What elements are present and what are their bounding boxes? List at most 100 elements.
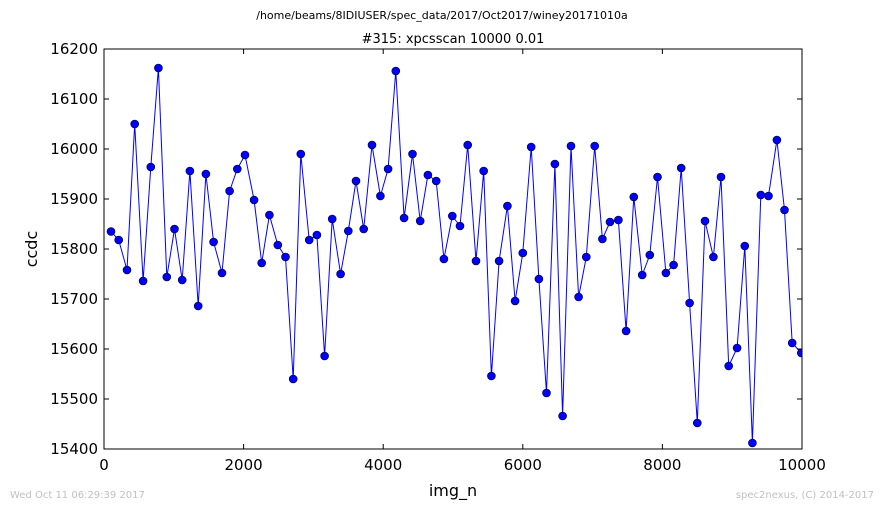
- data-point: [558, 411, 567, 421]
- data-point: [439, 254, 449, 264]
- data-point: [431, 176, 441, 186]
- data-point: [343, 226, 353, 236]
- x-tick-label: 0: [99, 456, 109, 474]
- series-line: [110, 67, 802, 444]
- data-point: [288, 374, 298, 384]
- data-point: [265, 210, 274, 220]
- data-point: [217, 268, 227, 278]
- y-tick-label: 15800: [50, 240, 98, 258]
- x-tick-label: 4000: [364, 456, 402, 474]
- data-point: [709, 252, 718, 262]
- data-point: [756, 190, 766, 200]
- data-point: [629, 192, 639, 202]
- y-tick-label: 15700: [50, 290, 98, 308]
- data-point: [327, 214, 337, 224]
- data-point: [605, 217, 615, 227]
- data-point: [154, 63, 163, 73]
- data-point: [645, 250, 655, 260]
- data-point: [391, 66, 401, 76]
- data-point: [748, 438, 757, 448]
- data-point: [526, 142, 536, 152]
- data-point: [209, 237, 218, 247]
- y-tick-label: 15600: [50, 340, 98, 358]
- data-point: [359, 224, 369, 234]
- data-point: [534, 274, 544, 284]
- data-point: [249, 195, 259, 205]
- y-tick-label: 16000: [50, 140, 98, 158]
- data-point: [780, 205, 789, 215]
- data-point: [685, 298, 694, 308]
- data-point: [336, 269, 345, 279]
- data-point: [518, 248, 528, 258]
- data-point: [503, 201, 512, 211]
- y-tick-label: 16100: [50, 90, 98, 108]
- data-point: [797, 348, 802, 358]
- data-point: [676, 163, 686, 173]
- data-point: [304, 235, 314, 245]
- axes-frame: [103, 48, 803, 450]
- data-point: [614, 215, 623, 225]
- chart-title: #315: xpcsscan 10000 0.01: [362, 32, 545, 47]
- data-point: [455, 221, 465, 231]
- data-point: [240, 150, 250, 160]
- data-point: [320, 351, 329, 361]
- data-point: [732, 343, 742, 353]
- data-point: [351, 176, 361, 186]
- x-tick-label: 8000: [643, 456, 681, 474]
- data-point: [201, 169, 211, 179]
- data-point: [598, 234, 607, 244]
- data-point: [114, 235, 123, 245]
- data-point: [653, 172, 662, 182]
- data-point: [510, 296, 520, 306]
- data-point: [312, 230, 322, 240]
- data-point: [463, 140, 473, 150]
- data-point: [257, 258, 267, 268]
- data-point: [700, 216, 710, 226]
- data-point: [399, 213, 409, 223]
- data-point: [772, 135, 782, 145]
- y-tick-label: 16200: [50, 40, 98, 58]
- data-point: [130, 119, 139, 129]
- data-point: [122, 265, 132, 275]
- x-tick-label: 6000: [504, 456, 542, 474]
- data-point: [637, 270, 647, 280]
- data-point: [296, 149, 306, 159]
- data-point: [787, 338, 797, 348]
- data-point: [233, 164, 242, 174]
- footer-credit: spec2nexus, (C) 2014-2017: [736, 490, 874, 501]
- data-point: [621, 326, 631, 336]
- data-point: [273, 240, 283, 250]
- data-point: [566, 141, 576, 151]
- data-point: [716, 172, 726, 182]
- data-point: [185, 166, 195, 176]
- data-point: [106, 227, 116, 236]
- data-point: [146, 162, 156, 172]
- data-point: [225, 186, 234, 196]
- data-point: [170, 224, 179, 234]
- data-point: [415, 216, 425, 226]
- data-point: [376, 191, 385, 201]
- data-point: [550, 159, 560, 169]
- data-point: [724, 361, 734, 371]
- data-point: [692, 418, 702, 428]
- x-axis-label: img_n: [429, 481, 477, 501]
- data-point: [177, 275, 187, 285]
- y-tick-label: 15500: [50, 390, 98, 408]
- data-point: [764, 191, 773, 201]
- data-point: [542, 388, 551, 398]
- data-point: [193, 301, 203, 311]
- footer-timestamp: Wed Oct 11 06:29:39 2017: [10, 490, 145, 501]
- data-point: [581, 252, 591, 262]
- data-point: [367, 140, 377, 150]
- data-point: [383, 164, 393, 174]
- x-tick-label: 10000: [778, 456, 826, 474]
- data-point: [162, 272, 172, 282]
- data-point: [471, 256, 481, 266]
- y-tick-label: 15900: [50, 190, 98, 208]
- data-point: [661, 268, 671, 278]
- figure-suptitle: /home/beams/8IDIUSER/spec_data/2017/Oct2…: [256, 9, 628, 22]
- data-point: [479, 166, 489, 176]
- data-point: [138, 276, 148, 286]
- data-point: [740, 241, 750, 251]
